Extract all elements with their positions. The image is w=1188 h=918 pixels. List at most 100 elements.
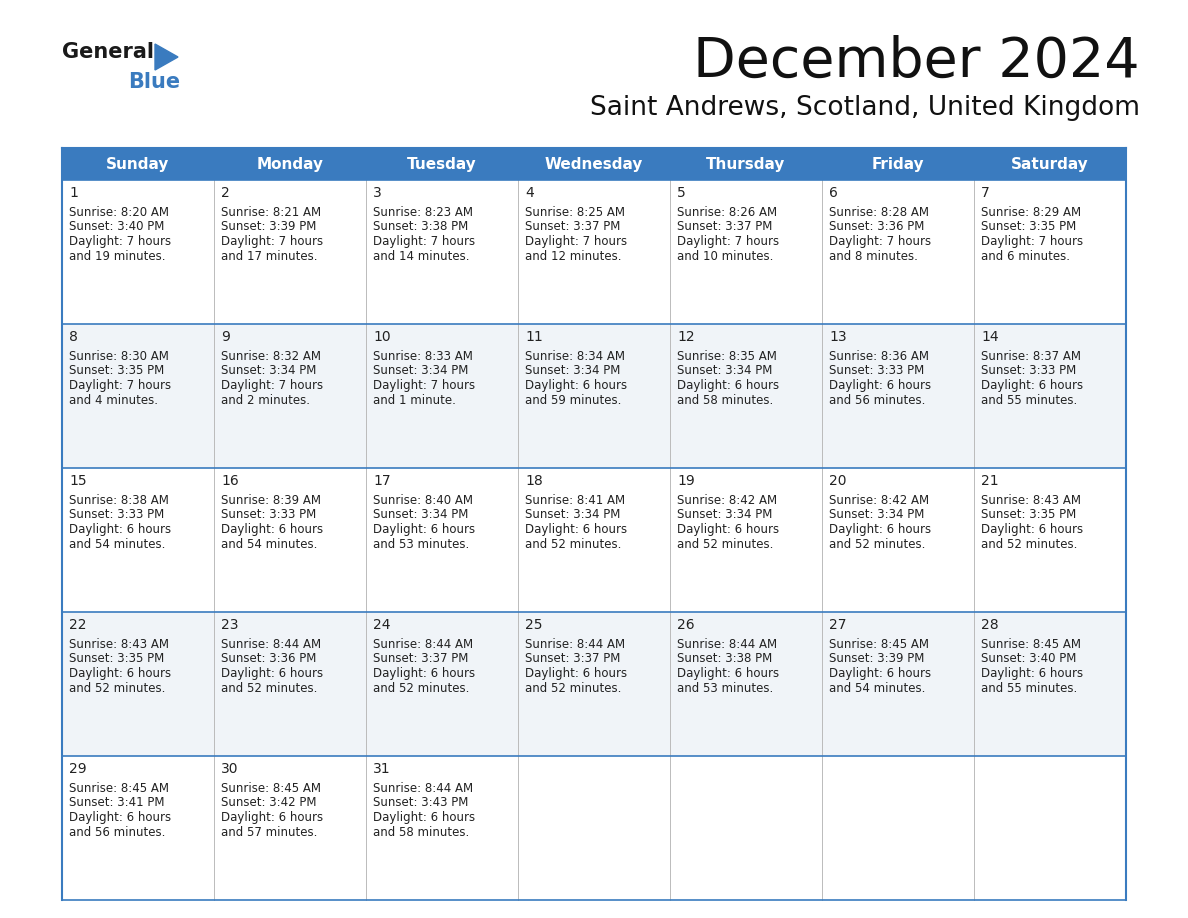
Text: and 2 minutes.: and 2 minutes. — [221, 394, 310, 407]
Text: Sunset: 3:35 PM: Sunset: 3:35 PM — [981, 220, 1076, 233]
Text: and 56 minutes.: and 56 minutes. — [69, 825, 165, 838]
Text: Sunrise: 8:44 AM: Sunrise: 8:44 AM — [373, 638, 473, 651]
Text: Daylight: 7 hours: Daylight: 7 hours — [525, 235, 627, 248]
Text: Sunset: 3:39 PM: Sunset: 3:39 PM — [221, 220, 316, 233]
Text: Sunrise: 8:28 AM: Sunrise: 8:28 AM — [829, 206, 929, 219]
Text: Sunset: 3:34 PM: Sunset: 3:34 PM — [829, 509, 924, 521]
Text: Daylight: 6 hours: Daylight: 6 hours — [221, 667, 323, 680]
Text: 25: 25 — [525, 618, 543, 632]
Text: December 2024: December 2024 — [694, 35, 1140, 89]
Text: and 59 minutes.: and 59 minutes. — [525, 394, 621, 407]
Text: and 54 minutes.: and 54 minutes. — [829, 681, 925, 695]
Text: Sunset: 3:35 PM: Sunset: 3:35 PM — [981, 509, 1076, 521]
Text: 15: 15 — [69, 474, 87, 488]
Text: and 8 minutes.: and 8 minutes. — [829, 250, 918, 263]
Text: Sunset: 3:33 PM: Sunset: 3:33 PM — [829, 364, 924, 377]
Text: Sunset: 3:40 PM: Sunset: 3:40 PM — [69, 220, 164, 233]
Text: Daylight: 6 hours: Daylight: 6 hours — [677, 667, 779, 680]
Text: Sunset: 3:34 PM: Sunset: 3:34 PM — [525, 509, 620, 521]
Text: Blue: Blue — [128, 72, 181, 92]
Text: Sunrise: 8:38 AM: Sunrise: 8:38 AM — [69, 494, 169, 507]
Text: Daylight: 7 hours: Daylight: 7 hours — [981, 235, 1083, 248]
Text: 18: 18 — [525, 474, 543, 488]
Text: Sunrise: 8:42 AM: Sunrise: 8:42 AM — [829, 494, 929, 507]
Text: Sunset: 3:33 PM: Sunset: 3:33 PM — [69, 509, 164, 521]
Text: Daylight: 6 hours: Daylight: 6 hours — [525, 379, 627, 392]
Text: Tuesday: Tuesday — [407, 156, 476, 172]
Text: Daylight: 6 hours: Daylight: 6 hours — [981, 667, 1083, 680]
Text: 14: 14 — [981, 330, 999, 344]
Text: Sunset: 3:37 PM: Sunset: 3:37 PM — [677, 220, 772, 233]
Bar — [62, 756, 1126, 900]
Text: Daylight: 6 hours: Daylight: 6 hours — [829, 379, 931, 392]
Text: Daylight: 6 hours: Daylight: 6 hours — [981, 379, 1083, 392]
Text: Daylight: 6 hours: Daylight: 6 hours — [221, 811, 323, 824]
Text: 11: 11 — [525, 330, 543, 344]
Text: Sunrise: 8:44 AM: Sunrise: 8:44 AM — [373, 782, 473, 795]
Text: Sunrise: 8:35 AM: Sunrise: 8:35 AM — [677, 350, 777, 363]
Text: Sunset: 3:37 PM: Sunset: 3:37 PM — [373, 653, 468, 666]
Text: Sunset: 3:34 PM: Sunset: 3:34 PM — [373, 364, 468, 377]
Text: and 52 minutes.: and 52 minutes. — [221, 681, 317, 695]
Text: Sunset: 3:33 PM: Sunset: 3:33 PM — [221, 509, 316, 521]
Text: Daylight: 6 hours: Daylight: 6 hours — [69, 811, 171, 824]
Text: 3: 3 — [373, 186, 381, 200]
Text: Daylight: 6 hours: Daylight: 6 hours — [373, 811, 475, 824]
Text: 21: 21 — [981, 474, 999, 488]
Text: Sunrise: 8:32 AM: Sunrise: 8:32 AM — [221, 350, 321, 363]
Text: Sunrise: 8:34 AM: Sunrise: 8:34 AM — [525, 350, 625, 363]
Text: and 58 minutes.: and 58 minutes. — [677, 394, 773, 407]
Text: Daylight: 7 hours: Daylight: 7 hours — [373, 379, 475, 392]
Text: Sunset: 3:41 PM: Sunset: 3:41 PM — [69, 797, 164, 810]
Text: 16: 16 — [221, 474, 239, 488]
Text: Daylight: 7 hours: Daylight: 7 hours — [373, 235, 475, 248]
Text: Sunrise: 8:33 AM: Sunrise: 8:33 AM — [373, 350, 473, 363]
Text: Sunrise: 8:40 AM: Sunrise: 8:40 AM — [373, 494, 473, 507]
Text: Sunset: 3:43 PM: Sunset: 3:43 PM — [373, 797, 468, 810]
Text: Sunset: 3:36 PM: Sunset: 3:36 PM — [221, 653, 316, 666]
Text: Daylight: 6 hours: Daylight: 6 hours — [829, 523, 931, 536]
Text: 17: 17 — [373, 474, 391, 488]
Text: Monday: Monday — [257, 156, 323, 172]
Text: Daylight: 6 hours: Daylight: 6 hours — [221, 523, 323, 536]
Text: and 52 minutes.: and 52 minutes. — [829, 538, 925, 551]
Text: and 10 minutes.: and 10 minutes. — [677, 250, 773, 263]
Text: 1: 1 — [69, 186, 78, 200]
Bar — [62, 180, 1126, 324]
Text: Sunset: 3:38 PM: Sunset: 3:38 PM — [373, 220, 468, 233]
Text: 27: 27 — [829, 618, 847, 632]
Text: Sunset: 3:40 PM: Sunset: 3:40 PM — [981, 653, 1076, 666]
Text: Sunrise: 8:30 AM: Sunrise: 8:30 AM — [69, 350, 169, 363]
Text: 22: 22 — [69, 618, 87, 632]
Text: 31: 31 — [373, 762, 391, 776]
Text: and 54 minutes.: and 54 minutes. — [221, 538, 317, 551]
Text: 9: 9 — [221, 330, 229, 344]
Text: Sunset: 3:38 PM: Sunset: 3:38 PM — [677, 653, 772, 666]
Text: and 52 minutes.: and 52 minutes. — [69, 681, 165, 695]
Text: 5: 5 — [677, 186, 685, 200]
Text: Sunrise: 8:44 AM: Sunrise: 8:44 AM — [525, 638, 625, 651]
Text: and 53 minutes.: and 53 minutes. — [373, 538, 469, 551]
Text: Daylight: 6 hours: Daylight: 6 hours — [69, 523, 171, 536]
Text: and 12 minutes.: and 12 minutes. — [525, 250, 621, 263]
Text: Daylight: 6 hours: Daylight: 6 hours — [677, 379, 779, 392]
Text: 19: 19 — [677, 474, 695, 488]
Polygon shape — [154, 44, 178, 70]
Text: Sunrise: 8:36 AM: Sunrise: 8:36 AM — [829, 350, 929, 363]
Text: Saint Andrews, Scotland, United Kingdom: Saint Andrews, Scotland, United Kingdom — [590, 95, 1140, 121]
Text: and 55 minutes.: and 55 minutes. — [981, 394, 1078, 407]
Text: Sunday: Sunday — [106, 156, 170, 172]
Text: 2: 2 — [221, 186, 229, 200]
Text: and 17 minutes.: and 17 minutes. — [221, 250, 317, 263]
Text: and 14 minutes.: and 14 minutes. — [373, 250, 469, 263]
Text: Sunrise: 8:44 AM: Sunrise: 8:44 AM — [677, 638, 777, 651]
Text: and 58 minutes.: and 58 minutes. — [373, 825, 469, 838]
Text: 7: 7 — [981, 186, 990, 200]
Text: Wednesday: Wednesday — [545, 156, 643, 172]
Text: Sunset: 3:39 PM: Sunset: 3:39 PM — [829, 653, 924, 666]
Text: Daylight: 6 hours: Daylight: 6 hours — [829, 667, 931, 680]
Text: and 52 minutes.: and 52 minutes. — [981, 538, 1078, 551]
Text: and 1 minute.: and 1 minute. — [373, 394, 456, 407]
Text: 28: 28 — [981, 618, 999, 632]
Text: Thursday: Thursday — [707, 156, 785, 172]
